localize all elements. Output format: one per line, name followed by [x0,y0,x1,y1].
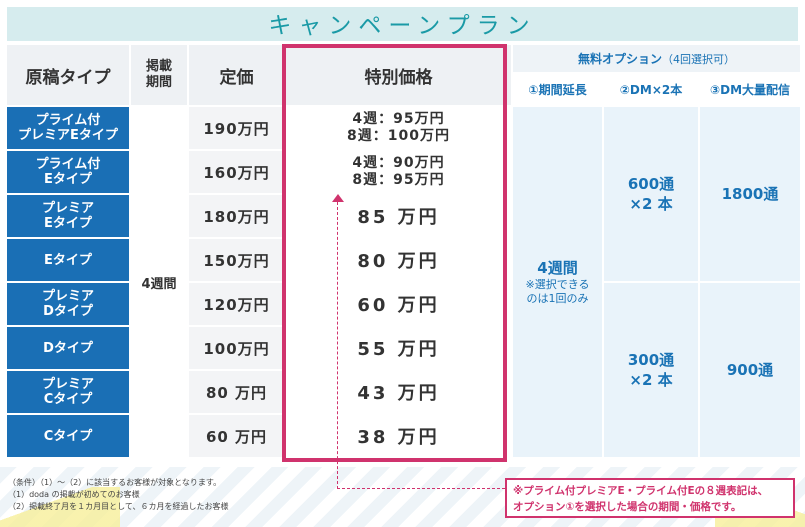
background-accent-left [0,487,120,527]
list-price-cell: 60 万円 [187,413,286,459]
special-price-cell: 4週：95万円 8週：100万円 [284,105,513,151]
type-cell: Dタイプ [5,325,131,371]
type-cell: Eタイプ [5,237,131,283]
special-price-cell: 38 万円 [284,413,513,459]
type-cell: Cタイプ [5,413,131,459]
special-price-cell: 55 万円 [284,325,513,371]
header-options-main: 無料オプション [578,51,663,66]
header-option-2: ②DM×2本 [602,71,700,108]
footnote-line1: ※プライム付プレミアE・プライム付Eの８週表記は、 [513,485,769,497]
option2-upper-line1: 600通 [627,175,675,193]
type-line1: プライム付 [35,157,101,172]
list-price-cell: 160万円 [187,149,286,195]
list-price-cell: 120万円 [187,281,286,327]
campaign-plan-table: 原稿タイプ 掲載 期間 定価 特別価格 無料オプション（4回選択可） ①期間延長… [5,43,803,459]
header-option-3: ③DM大量配信 [697,71,803,108]
option2-upper-line2: ×2 本 [629,195,673,213]
period-cell: 4週間 [129,105,189,459]
special-price-cell: 85 万円 [284,193,513,239]
table-row: プレミア Dタイプ 120万円 60 万円 300通 ×2 本 900通 [5,281,803,459]
special-price-line1: 4週：90万円 [352,155,445,171]
table-row: Cタイプ 60 万円 38 万円 [5,413,801,459]
list-price-cell: 190万円 [187,105,286,151]
condition-line: （2）掲載終了月を１カ月目として、６カ月を経過したお客様 [8,502,229,511]
dashed-connector-horizontal [337,488,505,489]
type-line1: プレミア [41,289,94,304]
header-option-1: ①期間延長 [511,71,604,108]
type-line2: Cタイプ [43,392,93,407]
arrow-up-icon [332,194,344,202]
option1-note-line1: ※選択できる [525,278,590,291]
header-list-price: 定価 [187,43,286,107]
type-line1: Cタイプ [43,428,93,444]
list-price-cell: 100万円 [187,325,286,371]
type-line1: プレミア [41,201,94,216]
option1-note-line2: のは1回のみ [526,292,589,305]
header-type: 原稿タイプ [5,43,131,107]
type-line2: Eタイプ [44,172,92,187]
header-options-sub: （4回選択可） [662,52,736,66]
plan-wrapper: キャンペーンプラン 原稿タイプ 掲載 期間 定価 特別価格 無料オプション（4回… [5,5,803,459]
special-price-line1: 4週：95万円 [352,111,445,127]
table-row: プライム付 プレミアEタイプ 4週間 190万円 4週：95万円 8週：100万… [5,105,803,459]
table-row: Eタイプ 150万円 80 万円 [5,237,801,283]
option3-upper-cell: 1800通 [697,105,803,283]
special-price-cell: 80 万円 [284,237,513,283]
type-cell: プレミア Dタイプ [5,281,131,327]
list-price-cell: 150万円 [187,237,286,283]
option1-value: 4週間 [537,259,578,277]
option2-lower-cell: 300通 ×2 本 [602,281,700,459]
table-row: プレミア Eタイプ 180万円 85 万円 [5,193,801,239]
header-period: 掲載 期間 [129,43,189,107]
conditions-block: （条件）（1）～（2）に該当するお客様が対象となります。 （1）doda の掲載… [8,477,228,513]
table-row: プレミア Cタイプ 80 万円 43 万円 [5,369,801,415]
type-line2: プレミアEタイプ [18,128,118,143]
condition-line: （条件）（1）～（2）に該当するお客様が対象となります。 [8,478,222,487]
option3-lower-cell: 900通 [697,281,803,459]
list-price-cell: 180万円 [187,193,286,239]
header-special-price: 特別価格 [284,43,513,107]
footnote-box: ※プライム付プレミアE・プライム付Eの８週表記は、 オプション①を選択した場合の… [505,478,795,518]
dashed-connector-vertical [337,202,338,489]
header-free-options: 無料オプション（4回選択可） [510,43,803,74]
condition-line: （1）doda の掲載が初めてのお客様 [8,490,140,499]
type-cell: プライム付 プレミアEタイプ [5,105,131,151]
option1-cell: 4週間 ※選択できる のは1回のみ [511,105,604,459]
option2-lower-line1: 300通 [627,351,675,369]
type-line1: Eタイプ [44,252,92,268]
type-cell: プレミア Cタイプ [5,369,131,415]
special-price-cell: 43 万円 [284,369,513,415]
special-price-cell: 4週：90万円 8週：95万円 [284,149,513,195]
footnote-line2: オプション①を選択した場合の期間・価格です。 [513,501,742,513]
header-period-line1: 掲載 [145,59,172,74]
page-title: キャンペーンプラン [5,5,800,43]
list-price-cell: 80 万円 [187,369,286,415]
type-line1: プライム付 [35,113,101,128]
table-row: Dタイプ 100万円 55 万円 [5,325,801,371]
header-period-line2: 期間 [145,75,172,90]
special-price-line2: 8週：100万円 [347,128,450,144]
type-cell: プレミア Eタイプ [5,193,131,239]
table-row: プライム付 Eタイプ 160万円 4週：90万円 8週：95万円 [5,149,801,195]
type-line2: Dタイプ [43,304,93,319]
type-line2: Eタイプ [44,216,92,231]
type-line1: Dタイプ [43,340,93,356]
special-price-line2: 8週：95万円 [352,172,445,188]
option2-lower-line2: ×2 本 [629,371,673,389]
option2-upper-cell: 600通 ×2 本 [602,105,700,283]
special-price-cell: 60 万円 [284,281,513,327]
type-line1: プレミア [41,377,94,392]
type-cell: プライム付 Eタイプ [5,149,131,195]
